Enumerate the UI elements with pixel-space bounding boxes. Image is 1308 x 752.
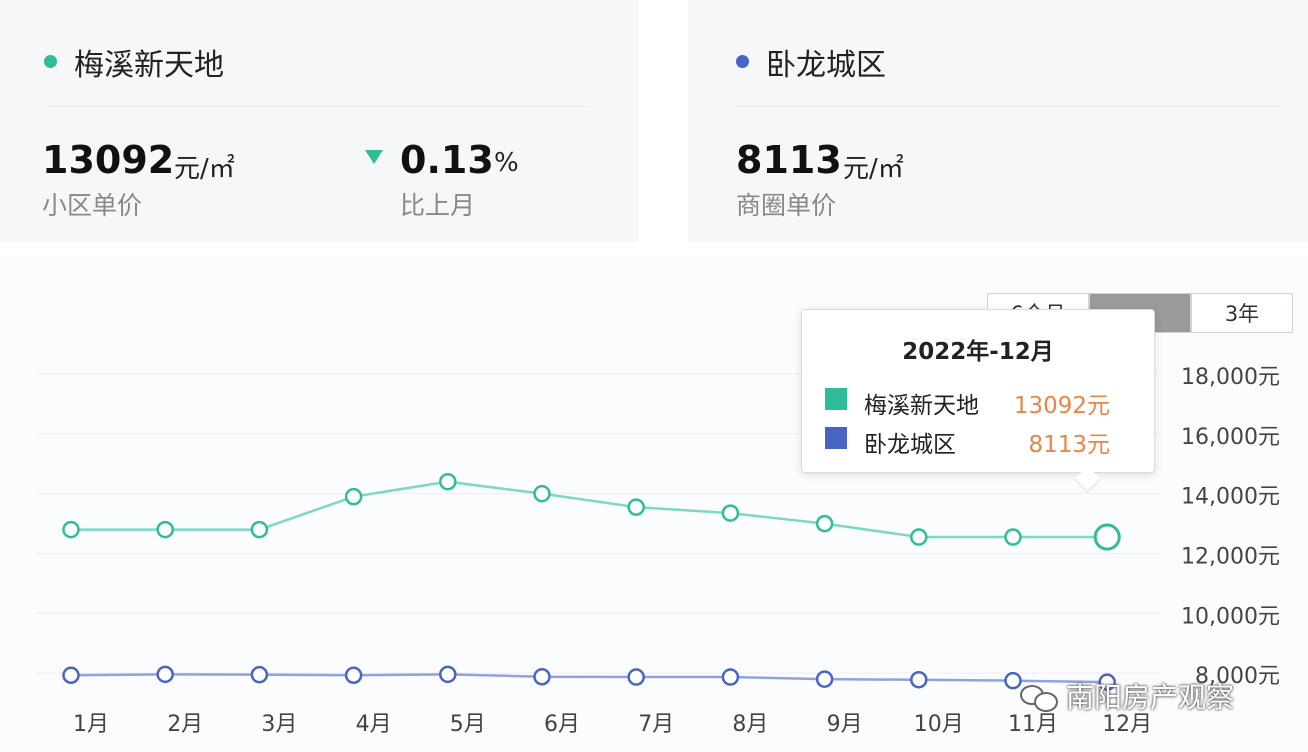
x-tick-label: 3月 <box>261 712 297 737</box>
tab-3-years[interactable]: 3年 <box>1191 293 1293 333</box>
x-tick-label: 7月 <box>638 712 674 737</box>
x-tick-label: 4月 <box>356 712 392 737</box>
district-price: 8113 <box>736 138 842 182</box>
legend-swatch <box>825 427 847 449</box>
wechat-icon <box>1018 681 1058 712</box>
data-point <box>627 668 645 686</box>
x-tick-label: 1月 <box>73 712 109 737</box>
series-dot <box>736 55 749 68</box>
data-point <box>62 666 80 685</box>
data-point <box>156 665 174 684</box>
y-tick-label: 12,000元 <box>1181 545 1280 570</box>
tooltip-series-value: 13092元 <box>1013 393 1110 419</box>
data-point <box>344 666 363 685</box>
district-name: 卧龙城区 <box>766 48 886 83</box>
x-tick-label: 2月 <box>167 712 203 737</box>
x-tick-label: 10月 <box>914 712 964 737</box>
data-point <box>1004 528 1022 546</box>
data-point <box>250 665 269 684</box>
data-point <box>910 670 928 689</box>
data-point <box>533 484 551 503</box>
data-point <box>627 498 645 516</box>
data-point <box>62 520 80 539</box>
data-point <box>344 487 363 506</box>
district-card: 卧龙城区 8113 元/㎡ 商圈单价 <box>688 0 1308 242</box>
card-divider <box>736 106 1284 107</box>
price-caption: 商圈单价 <box>736 191 837 220</box>
y-tick-label: 14,000元 <box>1181 485 1280 510</box>
x-tick-label: 6月 <box>544 712 580 737</box>
price-unit: 元/㎡ <box>843 154 904 184</box>
y-tick-label: 16,000元 <box>1181 425 1280 450</box>
data-point <box>156 520 174 539</box>
data-point <box>1093 523 1121 551</box>
data-point <box>815 514 834 533</box>
data-point <box>721 504 740 522</box>
chart-tooltip: 2022年-12月 梅溪新天地 13092元 卧龙城区 8113元 <box>801 309 1155 493</box>
data-point <box>439 665 457 684</box>
community-card: 梅溪新天地 13092 元/㎡ 小区单价 0.13 % 比上月 <box>0 0 638 242</box>
down-arrow-icon <box>365 150 383 164</box>
data-point <box>439 472 457 491</box>
tooltip-series-name: 卧龙城区 <box>864 432 956 458</box>
data-point <box>1004 671 1022 690</box>
x-tick-label: 11月 <box>1008 712 1058 737</box>
y-tick-label: 8,000元 <box>1195 664 1280 689</box>
x-tick-label: 8月 <box>732 712 768 737</box>
data-point <box>721 668 740 686</box>
data-point <box>1098 673 1116 691</box>
card-divider <box>44 106 590 107</box>
series-dot <box>44 55 57 68</box>
tooltip-series-value: 8113元 <box>1028 432 1110 458</box>
series-line <box>70 673 1108 684</box>
watermark-text: 南阳房产观察 <box>1066 681 1235 714</box>
x-tick-label: 9月 <box>827 712 863 737</box>
community-price: 13092 <box>42 138 175 182</box>
legend-swatch <box>825 388 847 410</box>
data-point <box>533 668 551 686</box>
x-tick-label: 12月 <box>1102 712 1152 737</box>
change-caption: 比上月 <box>400 191 476 220</box>
watermark: 南阳房产观察 <box>1018 676 1234 716</box>
price-caption: 小区单价 <box>42 191 143 220</box>
change-value: 0.13 <box>400 138 494 182</box>
community-name: 梅溪新天地 <box>74 48 224 83</box>
y-tick-label: 10,000元 <box>1181 604 1280 629</box>
x-tick-label: 5月 <box>450 712 486 737</box>
change-unit: % <box>494 148 519 178</box>
data-point <box>815 670 834 688</box>
price-unit: 元/㎡ <box>174 154 235 184</box>
data-point <box>250 520 269 539</box>
series-line <box>71 480 1108 539</box>
data-point <box>910 528 928 546</box>
y-tick-label: 18,000元 <box>1181 365 1280 390</box>
tooltip-title: 2022年-12月 <box>902 339 1054 365</box>
tooltip-series-name: 梅溪新天地 <box>864 393 979 419</box>
